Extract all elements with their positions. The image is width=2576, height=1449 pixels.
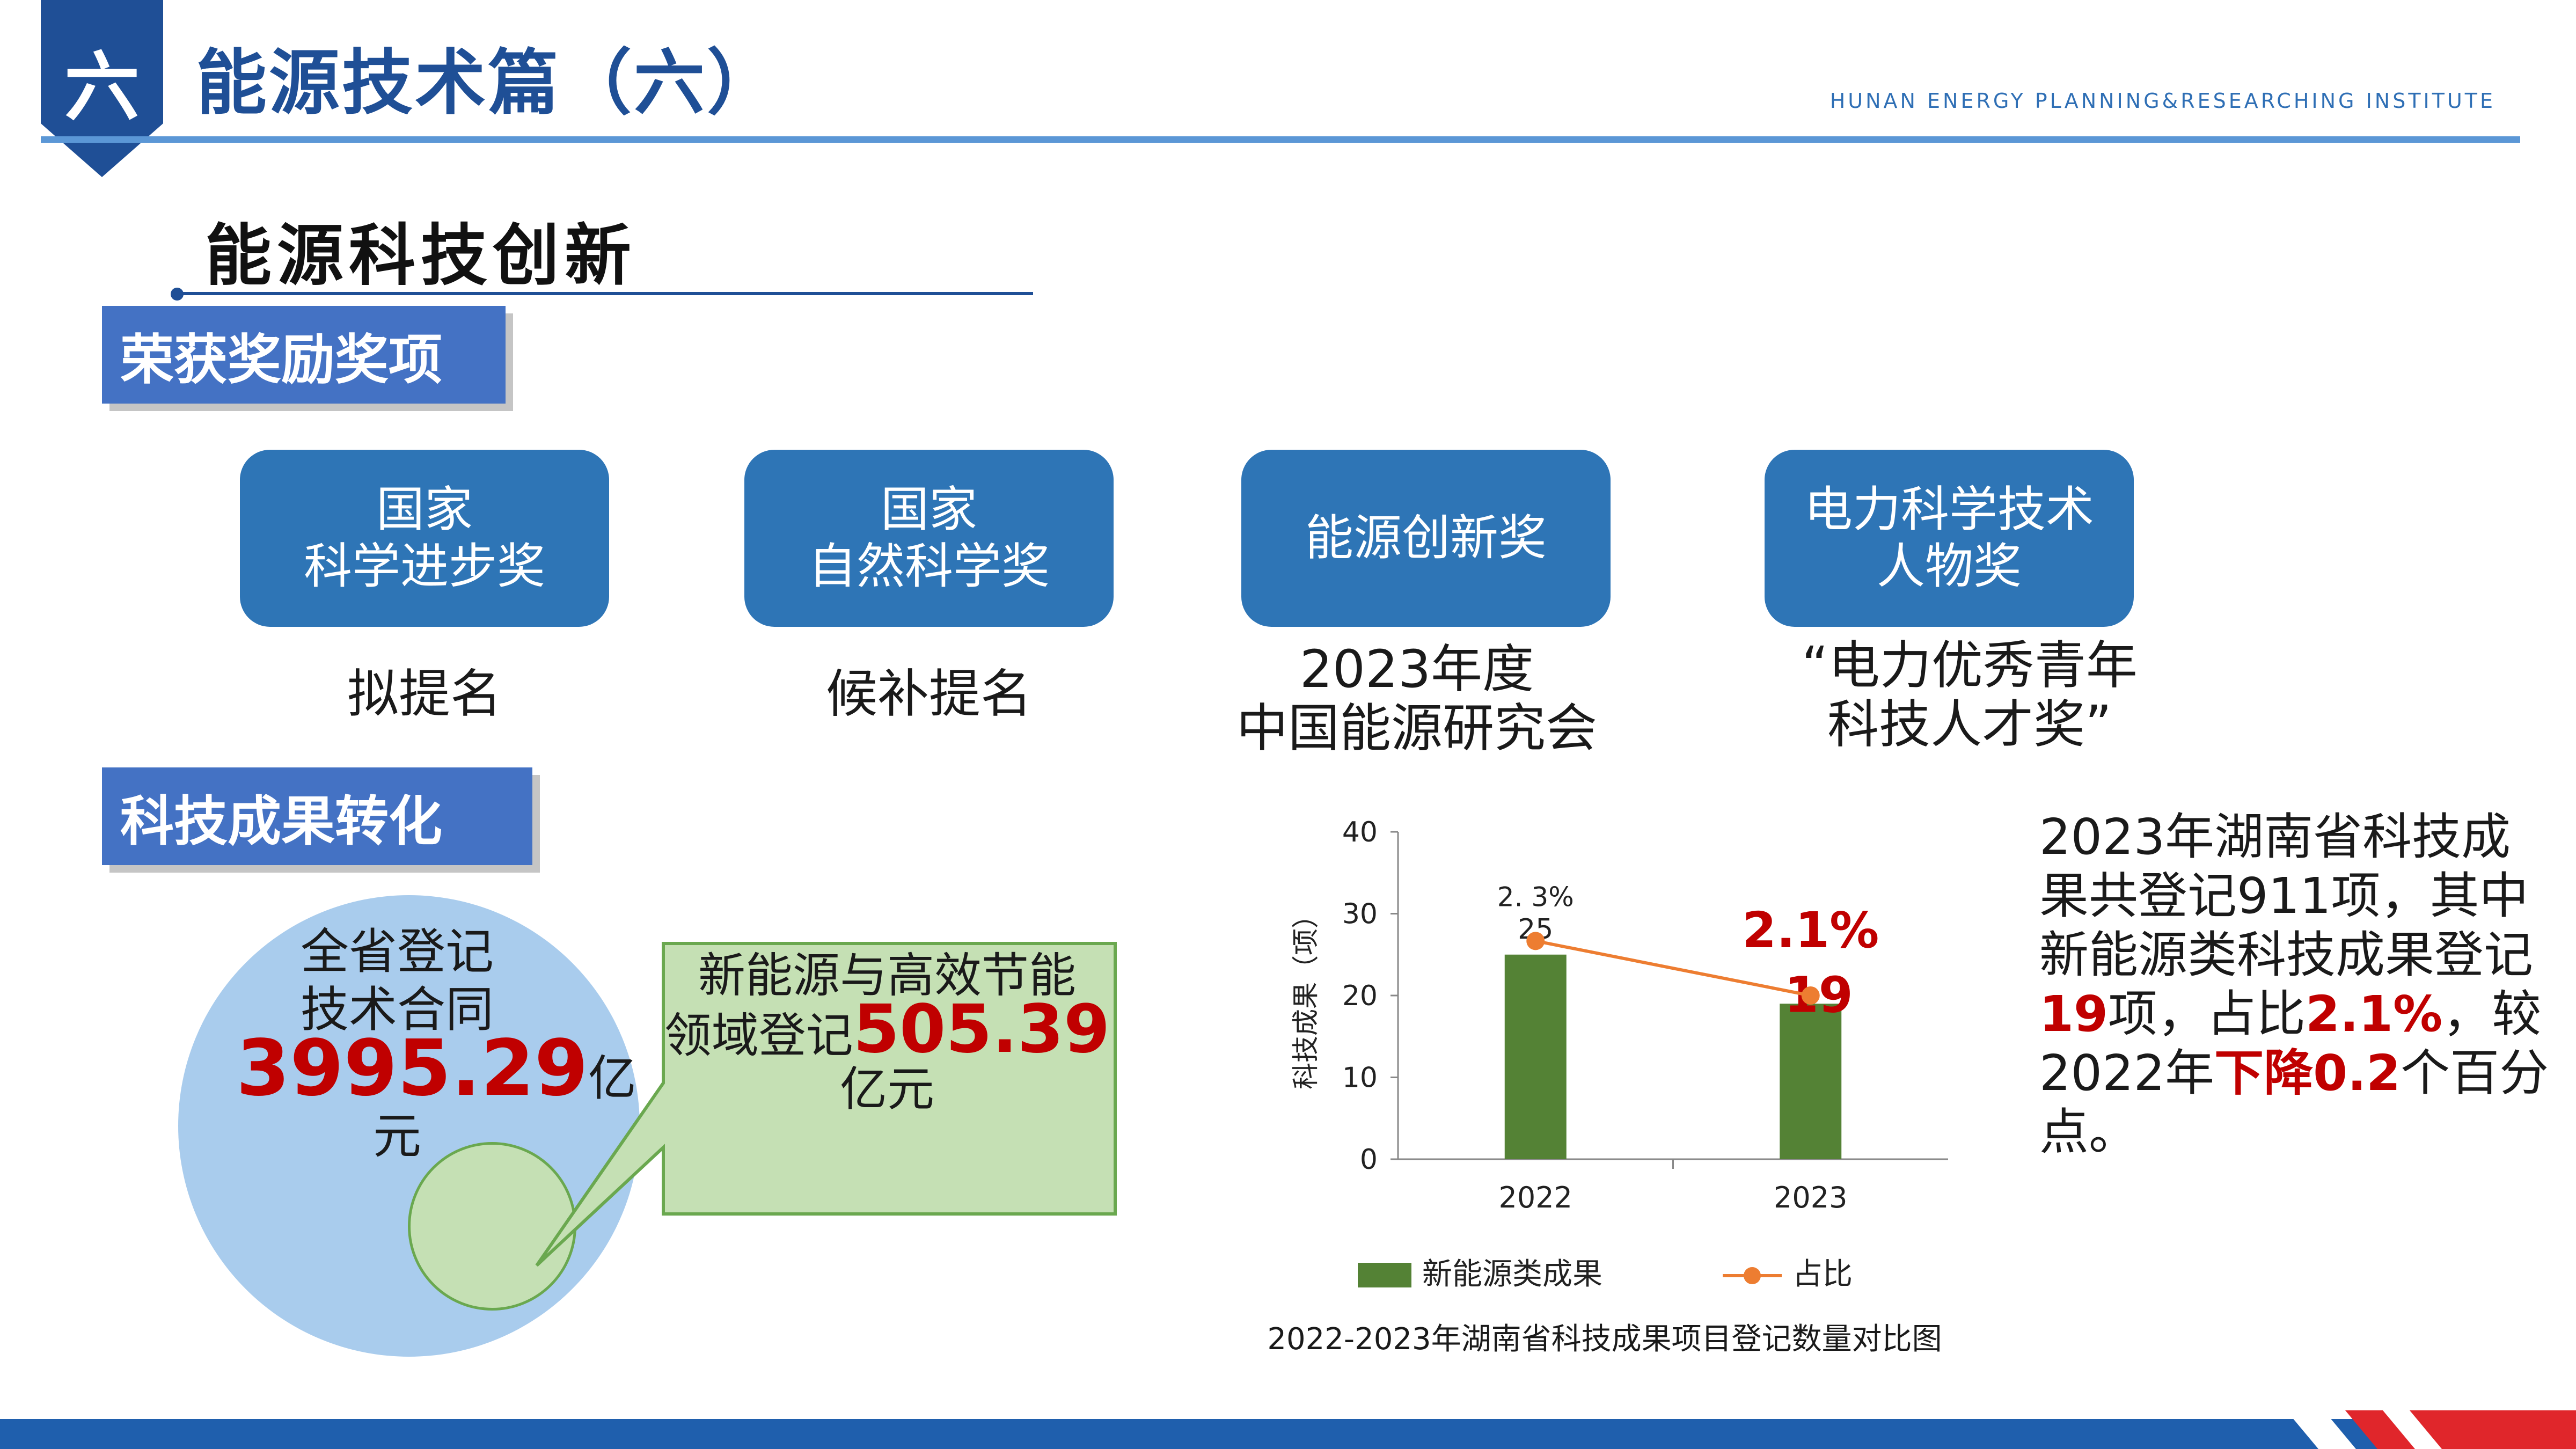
- y-tick-label: 20: [1342, 980, 1378, 1012]
- callout-anchor-circle: [408, 1142, 576, 1311]
- award-note-line: 2023年度: [1299, 639, 1534, 699]
- x-tick-label: 2022: [1499, 1181, 1572, 1214]
- award-label-line: 能源创新奖: [1305, 510, 1547, 566]
- ratio-label: 2.1%: [1742, 902, 1879, 959]
- award-label-line: 国家: [881, 481, 977, 538]
- contract-total-value: 3995.29: [236, 1023, 588, 1113]
- summary-highlight: 下降0.2: [2214, 1044, 2401, 1102]
- chart-caption: 2022-2023年湖南省科技成果项目登记数量对比图: [1267, 1322, 1942, 1357]
- award-note: 候补提名: [744, 664, 1114, 723]
- legend-label-bar: 新能源类成果: [1422, 1257, 1602, 1292]
- ratio-label: 2. 3%: [1497, 881, 1574, 912]
- legend-marker-ratio: [1744, 1267, 1761, 1284]
- section-number: 六: [64, 44, 140, 131]
- legend-label-ratio: 占比: [1792, 1257, 1853, 1292]
- ratio-point: [1526, 932, 1545, 950]
- award-note-line: 中国能源研究会: [1236, 698, 1597, 758]
- callout-unit: 亿元: [839, 1062, 934, 1117]
- footer-decoration: [2286, 1410, 2576, 1449]
- award-label-line: 自然科学奖: [808, 538, 1050, 595]
- transfer-tag: 科技成果转化: [102, 767, 532, 865]
- summary-highlight: 19: [2039, 985, 2109, 1043]
- summary-text: ，较2022年: [2039, 985, 2542, 1102]
- summary-highlight: 2.1%: [2306, 985, 2443, 1043]
- award-label-line: 电力科学技术: [1804, 481, 2094, 538]
- award-note-line: 科技人才奖”: [1827, 694, 2112, 755]
- bar-2023: [1780, 1004, 1842, 1159]
- circle-line: 全省登记: [301, 924, 494, 980]
- y-tick-label: 0: [1360, 1144, 1378, 1176]
- award-label-line: 国家: [376, 481, 473, 538]
- award-note: 2023年度 中国能源研究会: [1175, 640, 1658, 758]
- ratio-point: [1801, 986, 1820, 1005]
- contract-total-text: 全省登记 技术合同 3995.29亿 元: [236, 923, 636, 1166]
- award-note-line: 候补提名: [826, 664, 1032, 724]
- y-tick-label: 40: [1342, 816, 1378, 848]
- circle-line: 技术合同: [301, 982, 494, 1038]
- summary-text: 2023年湖南省科技成果共登记911项，其中新能源类科技成果登记: [2039, 808, 2534, 984]
- ratio-line: [1535, 939, 1811, 997]
- summary-paragraph: 2023年湖南省科技成果共登记911项，其中新能源类科技成果登记19项，占比2.…: [2039, 808, 2555, 1162]
- summary-text: 个百分点。: [2039, 1044, 2549, 1161]
- section-number-badge: [41, 0, 163, 177]
- footer-bar: [0, 1419, 2576, 1449]
- contract-total-unit: 亿: [588, 1050, 636, 1107]
- legend-swatch-bar: [1358, 1263, 1411, 1287]
- y-tick-label: 10: [1342, 1062, 1378, 1094]
- award-card-national-natural-science: 国家 自然科学奖: [744, 450, 1114, 627]
- callout-value: 505.39: [853, 991, 1110, 1068]
- award-note-line: “电力优秀青年: [1802, 635, 2138, 696]
- institute-name: HUNAN ENERGY PLANNING&RESEARCHING INSTIT…: [1829, 89, 2496, 113]
- award-note: 拟提名: [240, 664, 609, 723]
- award-label-line: 科学进步奖: [304, 538, 545, 595]
- x-tick-label: 2023: [1774, 1181, 1847, 1214]
- callout-line: 新能源与高效节能: [698, 948, 1076, 1003]
- section-dot: [171, 288, 184, 301]
- section-underline: [174, 292, 1033, 295]
- y-tick-label: 30: [1342, 898, 1378, 931]
- award-note-line: 拟提名: [347, 664, 502, 724]
- y-axis-label: 科技成果（项）: [1290, 902, 1321, 1089]
- callout-text: 新能源与高效节能 领域登记505.39 亿元: [661, 949, 1113, 1116]
- award-note: “电力优秀青年 科技人才奖”: [1739, 636, 2200, 754]
- contract-total-circle: [178, 895, 640, 1357]
- callout-prefix: 领域登记: [664, 1008, 853, 1063]
- summary-text: 项，占比: [2108, 985, 2306, 1043]
- awards-tag: 荣获奖励奖项: [102, 306, 506, 404]
- award-card-national-science-progress: 国家 科学进步奖: [240, 450, 609, 627]
- page-title: 能源技术篇（六）: [196, 42, 780, 125]
- section-title: 能源科技创新: [205, 217, 637, 295]
- award-card-electric-power-figure: 电力科学技术 人物奖: [1765, 450, 2134, 627]
- header-divider: [41, 136, 2520, 143]
- award-card-energy-innovation: 能源创新奖: [1241, 450, 1611, 627]
- bar-2022: [1504, 954, 1567, 1159]
- award-label-line: 人物奖: [1877, 538, 2022, 595]
- contract-total-unit2: 元: [373, 1108, 421, 1165]
